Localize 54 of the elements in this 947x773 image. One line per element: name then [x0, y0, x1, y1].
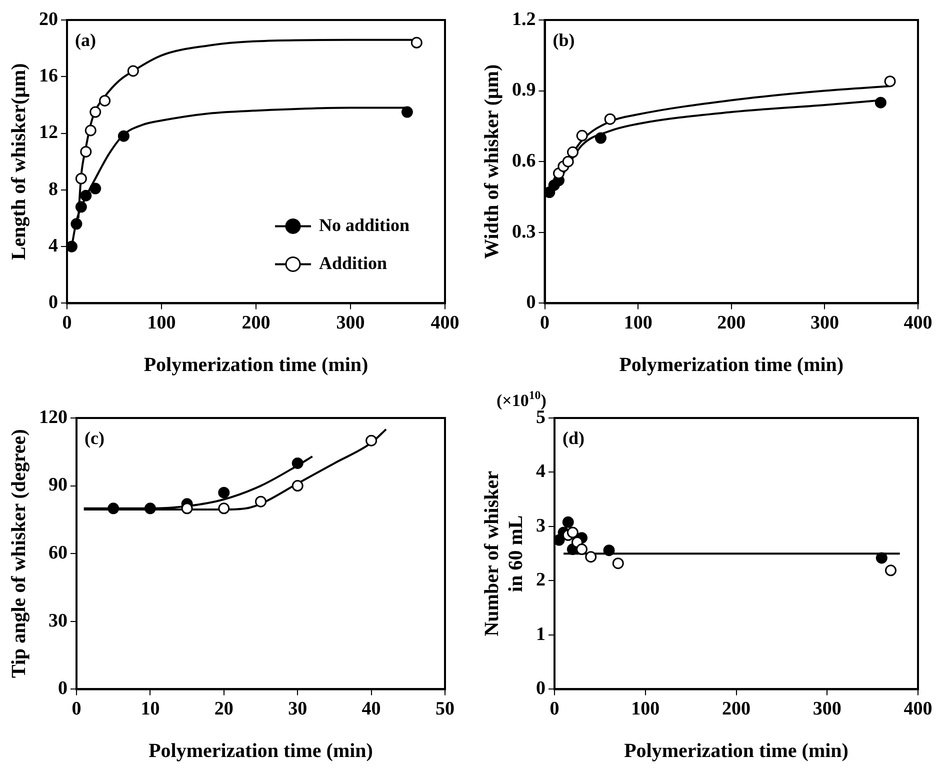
y-tick-label: 0.9	[512, 80, 536, 101]
x-tick-label: 100	[147, 312, 176, 334]
x-tick-label: 40	[362, 698, 381, 720]
y-tick-label: 16	[39, 66, 58, 87]
x-axis-title: Polymerization time (min)	[624, 740, 848, 762]
y-tick-label: 90	[48, 474, 68, 496]
y-tick-label: 1.2	[512, 8, 536, 30]
y-tick-label: 0	[536, 678, 546, 700]
y-tick-label: 12	[39, 122, 58, 144]
x-tick-label: 400	[904, 698, 932, 720]
y-tick-label: 0	[526, 292, 536, 314]
y-tick-label: 4	[48, 235, 58, 256]
y-tick-label: 4	[536, 461, 546, 482]
x-tick-label: 50	[436, 698, 454, 720]
x-tick-label: 300	[810, 312, 839, 334]
y-axis-title: Length of whisker(μm)	[8, 63, 30, 260]
x-tick-label: 20	[214, 698, 234, 720]
x-tick-label: 0	[72, 698, 82, 720]
x-tick-label: 100	[624, 312, 652, 334]
y-axis-title: Number of whisker in 60 mL	[481, 470, 528, 636]
y-axis-title: Tip angle of whisker (degree)	[8, 429, 30, 678]
x-tick-label: 100	[631, 698, 660, 720]
x-tick-label: 30	[288, 698, 308, 720]
y-tick-label: 0.6	[512, 150, 536, 172]
annotation: (c)	[84, 428, 104, 448]
x-axis-title: Polymerization time (min)	[144, 354, 368, 376]
y-tick-label: 0	[58, 678, 68, 700]
x-tick-label: 200	[242, 312, 270, 334]
y-tick-label: 0	[48, 292, 58, 314]
y-tick-label: 120	[39, 406, 68, 428]
annotation: (a)	[75, 30, 96, 50]
x-axis-title: Polymerization time (min)	[148, 740, 373, 762]
x-axis-title: Polymerization time (min)	[619, 354, 844, 376]
x-tick-label: 300	[812, 698, 842, 720]
x-tick-label: 0	[550, 698, 560, 720]
y-tick-label: 60	[48, 542, 68, 564]
x-tick-label: 400	[430, 312, 460, 334]
x-tick-label: 200	[717, 312, 746, 334]
x-tick-label: 10	[140, 698, 160, 720]
x-tick-label: 300	[336, 312, 365, 334]
legend-label: No addition	[319, 214, 410, 235]
annotation: (d)	[562, 428, 585, 448]
y-tick-label: 1	[536, 624, 546, 645]
y-tick-label: 8	[48, 178, 58, 200]
y-tick-label: 30	[48, 610, 68, 632]
x-tick-label: 200	[722, 698, 750, 720]
y-axis-title: Width of whisker (μm)	[481, 64, 504, 259]
y-tick-label: 0.3	[512, 221, 536, 242]
y-tick-label: 20	[39, 8, 58, 30]
y-tick-label: 3	[536, 515, 546, 536]
x-tick-label: 400	[904, 312, 932, 334]
annotation: (b)	[552, 30, 575, 50]
y-tick-label: 2	[536, 570, 546, 591]
legend-label: Addition	[319, 252, 388, 273]
